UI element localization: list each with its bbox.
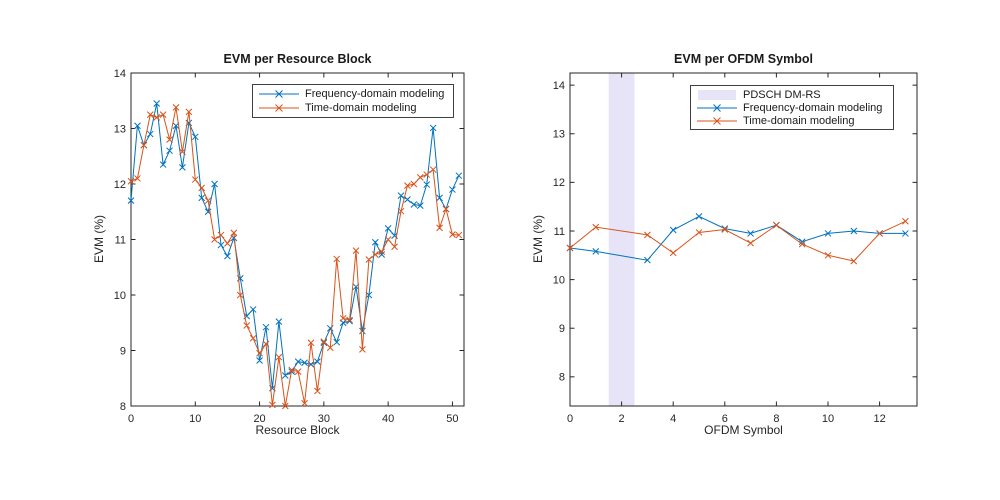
evm-per-resource-block-chart: 0 10 20 30 40 50 8 9 10 11 12 13 14 xyxy=(114,68,465,425)
x-tick-label: 6 xyxy=(722,413,728,425)
series-frequency-domain-modeling xyxy=(127,100,463,392)
legend-label: Frequency-domain modeling xyxy=(743,101,883,114)
y-tick-label: 9 xyxy=(120,345,126,357)
x-tick-label: 2 xyxy=(619,413,625,425)
y-tick-label: 9 xyxy=(559,323,565,335)
legend-row-time-domain: Time-domain modeling xyxy=(257,101,449,115)
x-tick-label: 30 xyxy=(318,413,330,425)
right-xaxis-label: OFDM Symbol xyxy=(704,423,783,437)
series-time-domain-modeling xyxy=(566,217,909,265)
y-tick-label: 8 xyxy=(559,372,565,384)
x-tick-label: 50 xyxy=(446,413,458,425)
left-chart-title: EVM per Resource Block xyxy=(223,52,372,66)
x-tick-label: 8 xyxy=(773,413,779,425)
y-tick-label: 14 xyxy=(114,68,126,80)
x-tick-label: 10 xyxy=(189,413,201,425)
x-tick-label: 0 xyxy=(567,413,573,425)
left-yaxis-label: EVM (%) xyxy=(92,215,106,263)
legend-label: Time-domain modeling xyxy=(305,102,417,114)
axis-ticks: 0 10 20 30 40 50 8 9 10 11 12 13 14 xyxy=(114,68,464,425)
series-line xyxy=(130,103,460,389)
y-tick-label: 12 xyxy=(553,177,565,189)
legend-label: PDSCH DM-RS xyxy=(743,88,821,101)
legend-row-pdsch-dmrs: PDSCH DM-RS xyxy=(695,88,889,101)
x-tick-label: 12 xyxy=(873,413,885,425)
y-tick-label: 14 xyxy=(553,80,565,92)
right-chart-legend: PDSCH DM-RS Frequency-domain modeling Ti… xyxy=(690,85,894,130)
x-tick-label: 10 xyxy=(822,413,834,425)
pdsch-dmrs-patch-sample xyxy=(698,89,736,100)
time-domain-line-sample xyxy=(697,116,737,125)
y-tick-label: 12 xyxy=(114,179,126,191)
left-chart-legend: Frequency-domain modeling Time-domain mo… xyxy=(252,84,454,118)
x-tick-label: 40 xyxy=(382,413,394,425)
y-tick-label: 8 xyxy=(120,401,126,413)
x-tick-label: 20 xyxy=(253,413,265,425)
series-time-domain-modeling xyxy=(127,104,463,410)
legend-row-frequency-domain: Frequency-domain modeling xyxy=(695,101,889,114)
x-tick-label: 0 xyxy=(128,413,134,425)
y-tick-label: 10 xyxy=(553,274,565,286)
y-tick-label: 11 xyxy=(554,226,565,238)
plot-frame xyxy=(130,72,465,407)
right-chart-title: EVM per OFDM Symbol xyxy=(674,52,813,66)
right-yaxis-label: EVM (%) xyxy=(531,215,545,263)
series-markers xyxy=(127,104,463,410)
series-markers xyxy=(127,100,463,392)
x-tick-label: 4 xyxy=(670,413,676,425)
evm-per-ofdm-symbol-chart: 0 2 4 6 8 10 12 8 9 10 11 12 13 14 xyxy=(553,72,918,425)
y-tick-label: 13 xyxy=(553,129,565,141)
legend-row-frequency-domain: Frequency-domain modeling xyxy=(257,87,449,101)
y-tick-label: 10 xyxy=(114,290,126,302)
series-markers xyxy=(566,217,909,265)
frequency-domain-line-sample xyxy=(259,90,299,98)
legend-label: Frequency-domain modeling xyxy=(305,88,445,100)
frequency-domain-line-sample xyxy=(697,103,737,112)
legend-label: Time-domain modeling xyxy=(743,114,855,127)
plot-frame xyxy=(569,72,918,407)
time-domain-line-sample xyxy=(259,104,299,112)
y-tick-label: 13 xyxy=(114,123,126,135)
left-xaxis-label: Resource Block xyxy=(255,423,340,437)
pdsch-dmrs-band xyxy=(608,73,635,406)
y-tick-label: 11 xyxy=(115,234,126,246)
legend-row-time-domain: Time-domain modeling xyxy=(695,114,889,127)
series-line xyxy=(130,107,459,407)
axis-ticks: 0 2 4 6 8 10 12 8 9 10 11 12 13 14 xyxy=(553,73,917,425)
